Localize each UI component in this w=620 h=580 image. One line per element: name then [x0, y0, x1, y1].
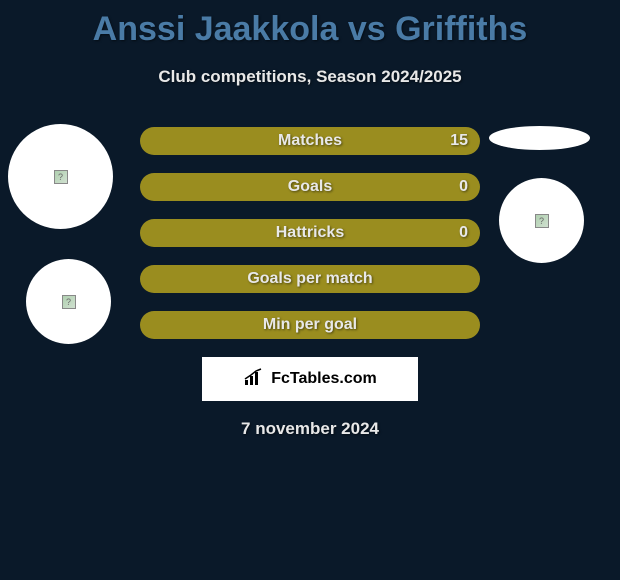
chart-icon — [243, 368, 265, 391]
stat-label: Matches — [278, 132, 342, 150]
subtitle: Club competitions, Season 2024/2025 — [0, 67, 620, 87]
decoration-oval-right-1 — [489, 126, 590, 150]
date-text: 7 november 2024 — [0, 419, 620, 439]
placeholder-icon: ? — [62, 295, 76, 309]
stat-value-right: 0 — [459, 178, 468, 196]
source-badge: FcTables.com — [202, 357, 418, 401]
decoration-circle-left-1: ? — [8, 124, 113, 229]
stat-label: Min per goal — [263, 316, 357, 334]
decoration-circle-right-1: ? — [499, 178, 584, 263]
stat-value-right: 15 — [450, 132, 468, 150]
stat-bar-matches: Matches 15 — [140, 127, 480, 155]
stat-label: Goals per match — [247, 270, 372, 288]
stat-bar-min-per-goal: Min per goal — [140, 311, 480, 339]
stat-label: Goals — [288, 178, 332, 196]
badge-text: FcTables.com — [271, 370, 377, 388]
page-title: Anssi Jaakkola vs Griffiths — [0, 0, 620, 49]
decoration-circle-left-2: ? — [26, 259, 111, 344]
stat-bar-hattricks: Hattricks 0 — [140, 219, 480, 247]
placeholder-icon: ? — [54, 170, 68, 184]
stat-bar-goals: Goals 0 — [140, 173, 480, 201]
stat-bar-goals-per-match: Goals per match — [140, 265, 480, 293]
stat-value-right: 0 — [459, 224, 468, 242]
stat-label: Hattricks — [276, 224, 344, 242]
placeholder-icon: ? — [535, 214, 549, 228]
